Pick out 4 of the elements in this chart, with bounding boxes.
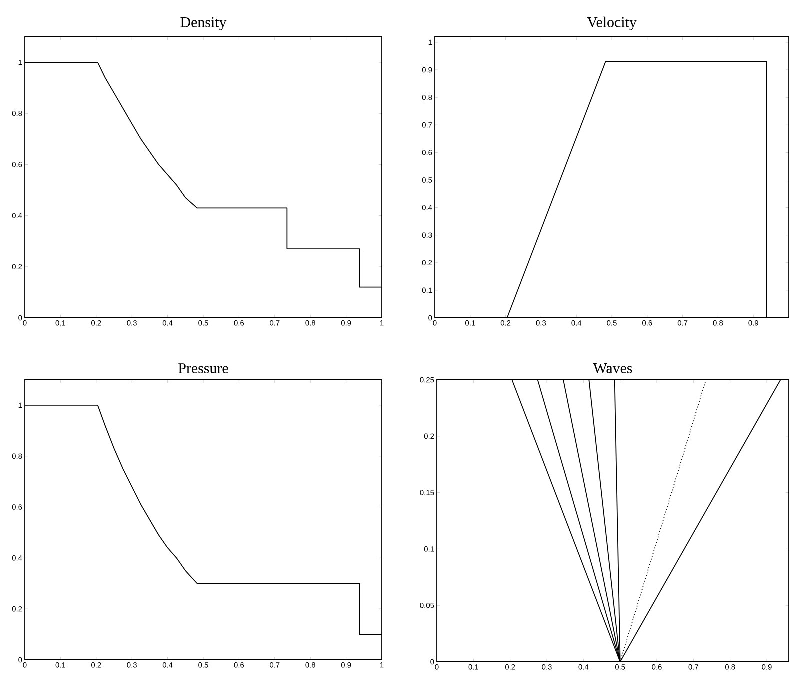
chart-title: Waves [593, 363, 632, 374]
chart-title: Pressure [178, 364, 228, 374]
chart-title: Density [180, 17, 227, 30]
chart-title: Velocity [587, 16, 637, 30]
